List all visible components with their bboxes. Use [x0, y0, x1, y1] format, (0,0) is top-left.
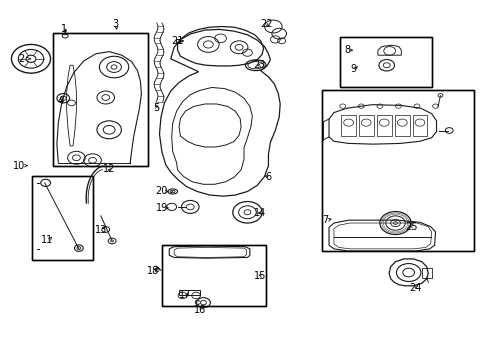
Text: 25: 25 [405, 222, 417, 232]
Text: 17: 17 [179, 291, 192, 301]
Bar [32, 176, 93, 260]
Bar [359, 116, 373, 136]
Bar [395, 116, 410, 136]
Text: 9: 9 [350, 64, 357, 74]
Text: 1: 1 [61, 24, 67, 35]
Text: 3: 3 [113, 19, 119, 29]
Text: 14: 14 [253, 208, 266, 218]
Text: 4: 4 [57, 96, 63, 106]
Bar [422, 267, 432, 278]
Text: 15: 15 [253, 271, 266, 281]
Text: 13: 13 [95, 225, 107, 235]
Text: 11: 11 [41, 235, 53, 245]
Text: 8: 8 [344, 45, 351, 55]
Text: 6: 6 [266, 172, 271, 182]
Bar [341, 116, 356, 136]
Text: 18: 18 [147, 266, 159, 276]
Text: 12: 12 [103, 164, 115, 174]
Bar [340, 37, 432, 87]
Text: 20: 20 [156, 186, 168, 197]
Text: 24: 24 [409, 283, 421, 293]
Text: 2: 2 [18, 54, 24, 64]
Bar [413, 116, 427, 136]
Bar [322, 90, 474, 251]
Bar [340, 37, 432, 87]
Text: 10: 10 [13, 161, 25, 171]
Text: 7: 7 [322, 215, 329, 225]
Bar [377, 116, 392, 136]
Bar [322, 90, 474, 251]
Bar [32, 176, 93, 260]
Text: 23: 23 [253, 60, 266, 70]
Text: 5: 5 [153, 103, 159, 113]
Bar [53, 33, 148, 166]
Text: 19: 19 [156, 203, 168, 213]
Bar [179, 290, 199, 296]
Bar [53, 33, 148, 166]
Bar [175, 40, 179, 42]
Text: 22: 22 [261, 19, 273, 29]
Text: 21: 21 [172, 36, 184, 46]
Bar [162, 245, 266, 306]
Bar [162, 245, 266, 306]
Text: 16: 16 [194, 305, 206, 315]
